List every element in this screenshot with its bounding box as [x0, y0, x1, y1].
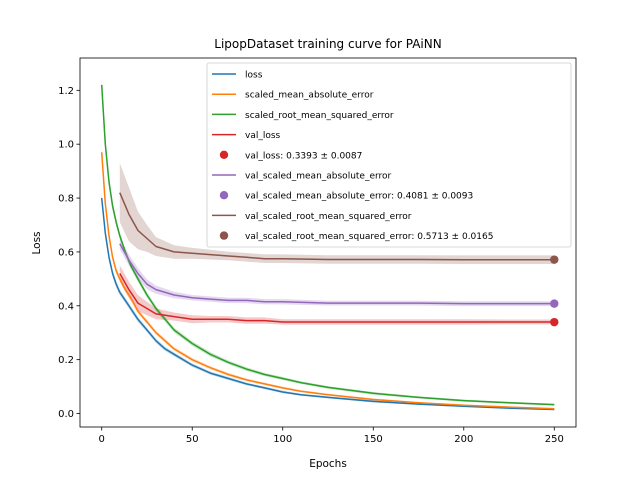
y-axis-ticks: 0.0 0.2 0.4 0.6 0.8 1.0 1.2 [58, 86, 80, 420]
y-tick-label: 0.8 [58, 194, 74, 205]
marker-val-scaled-root-mean-squared-error-0-5713-0-0165 [550, 255, 559, 264]
line-val-loss [119, 273, 555, 323]
line-loss [100, 198, 555, 411]
y-tick-label: 1.0 [58, 140, 74, 151]
line-scaled-mean-absolute-error [100, 152, 555, 410]
x-tick-label: 50 [186, 434, 199, 445]
legend-swatch-val-scaled-root-mean-squared-error-0-5713-0-0165 [219, 231, 229, 240]
final-value-markers [550, 255, 559, 327]
x-tick-label: 150 [364, 434, 383, 445]
legend: loss scaled_mean_absolute_error scaled_roo… [206, 62, 572, 248]
marker-val-loss-0-3393-0-0087 [550, 317, 559, 327]
line-scaled-root-mean-squared-error [100, 84, 555, 406]
x-tick-label: 200 [454, 434, 473, 445]
y-tick-label: 1.2 [58, 86, 74, 97]
legend-label-scaled-root-mean-squared-error: scaled_root_mean_squared_error [245, 111, 394, 121]
legend-box [206, 62, 572, 248]
y-tick-label: 0.6 [58, 247, 74, 258]
confidence-bands [101, 76, 555, 411]
legend-swatch-val-loss-0-3393-0-0087 [219, 150, 229, 159]
series-lines [100, 84, 555, 411]
legend-label-loss: loss [245, 71, 263, 81]
y-tick-label: 0.0 [58, 409, 74, 420]
marker-val-scaled-mean-absolute-error-0-4081-0-0093 [550, 299, 559, 308]
legend-label-val-loss-0-3393-0-0087: val_loss: 0.3393 ± 0.0087 [245, 151, 362, 161]
band-val-loss [119, 265, 555, 325]
x-axis-ticks: 0 50 100 150 200 250 [99, 427, 564, 445]
line-val-scaled-mean-absolute-error [119, 243, 555, 305]
y-axis-label: Loss [31, 231, 43, 254]
x-tick-label: 100 [273, 434, 292, 445]
y-tick-label: 0.2 [58, 355, 74, 366]
legend-label-val-scaled-mean-absolute-error: val_scaled_mean_absolute_error [245, 172, 392, 182]
legend-swatch-val-scaled-mean-absolute-error-0-4081-0-0093 [219, 191, 229, 200]
x-tick-label: 250 [545, 434, 564, 445]
legend-label-val-loss: val_loss [245, 131, 281, 141]
legend-label-val-scaled-mean-absolute-error-0-4081-0-0093: val_scaled_mean_absolute_error: 0.4081 ±… [245, 192, 473, 202]
chart-title: LipopDataset training curve for PAiNN [214, 37, 441, 51]
legend-label-val-scaled-root-mean-squared-error: val_scaled_root_mean_squared_error [245, 212, 412, 222]
legend-label-val-scaled-root-mean-squared-error-0-5713-0-0165: val_scaled_root_mean_squared_error: 0.57… [245, 232, 493, 242]
plot-frame [79, 57, 577, 428]
line-val-scaled-root-mean-squared-error [119, 192, 555, 261]
x-tick-label: 0 [99, 434, 105, 445]
legend-label-scaled-mean-absolute-error: scaled_mean_absolute_error [245, 91, 374, 101]
x-axis-label: Epochs [309, 458, 347, 470]
band-val-scaled-root-mean-squared-error [119, 163, 555, 264]
y-tick-label: 0.4 [58, 301, 74, 312]
